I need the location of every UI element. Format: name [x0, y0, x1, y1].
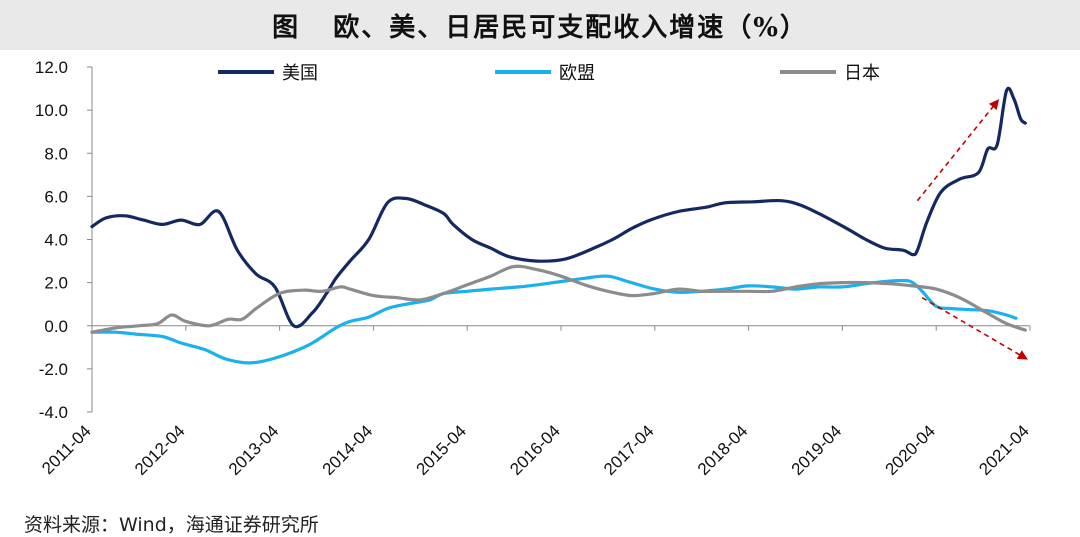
x-tick-label: 2012-04 [131, 421, 189, 479]
legend: 美国 欧盟 日本 [218, 63, 880, 84]
y-tick-label: -2.0 [39, 360, 68, 379]
trend-arrow-up [916, 99, 1000, 202]
source-note: 资料来源：Wind，海通证券研究所 [24, 514, 319, 536]
legend-label-us: 美国 [282, 63, 318, 84]
y-tick-label: 6.0 [44, 187, 68, 206]
x-tick-label: 2013-04 [225, 421, 283, 479]
x-tick-label: 2019-04 [788, 421, 846, 479]
x-tick-label: 2017-04 [600, 421, 658, 479]
y-tick-label: 0.0 [44, 317, 68, 336]
y-tick-label: 2.0 [44, 274, 68, 293]
title-bar: 图 欧、美、日居民可支配收入增速（%） [0, 0, 1080, 50]
y-tick-label: 8.0 [44, 144, 68, 163]
x-tick-label: 2020-04 [881, 421, 939, 479]
y-tick-label: 12.0 [35, 58, 68, 77]
x-tick-label: 2014-04 [319, 421, 377, 479]
x-tick-label: 2021-04 [975, 421, 1033, 479]
series-line-eu [90, 274, 1018, 365]
series-line-jp [90, 264, 1027, 334]
series-lines [90, 86, 1027, 365]
chart-title: 图 欧、美、日居民可支配收入增速（%） [272, 12, 808, 43]
x-tick-label: 2018-04 [694, 421, 752, 479]
y-tick-label: 4.0 [44, 231, 68, 250]
x-tick-label: 2011-04 [38, 421, 95, 478]
y-tick-label: -4.0 [39, 403, 68, 422]
trend-arrow-down [921, 297, 1028, 360]
x-tick-label: 2015-04 [412, 421, 470, 479]
y-tick-label: 10.0 [35, 101, 68, 120]
x-tick-label: 2016-04 [506, 421, 564, 479]
series-line-us [90, 86, 1027, 329]
legend-label-jp: 日本 [844, 63, 880, 84]
legend-label-eu: 欧盟 [559, 63, 595, 84]
annotations [916, 99, 1028, 360]
